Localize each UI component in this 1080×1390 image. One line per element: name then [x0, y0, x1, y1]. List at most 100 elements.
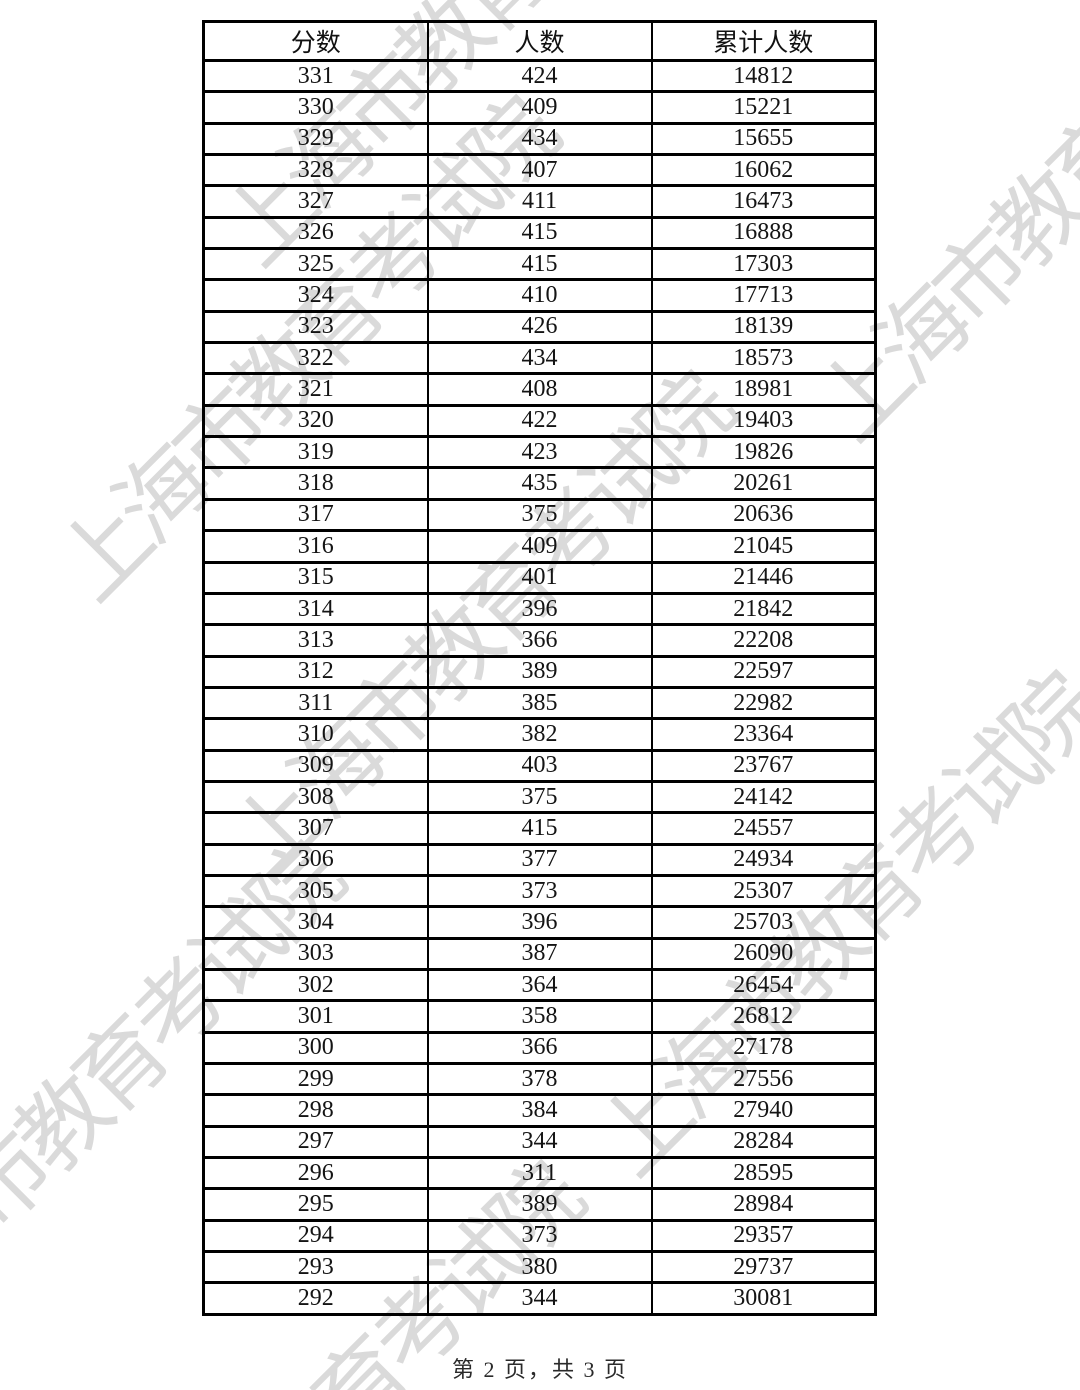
count-cell: 358 — [426, 999, 653, 1034]
cumulative-cell: 26454 — [650, 967, 877, 1003]
cumulative-cell: 17713 — [650, 278, 877, 313]
table-row: 316 409 21045 — [202, 529, 877, 564]
count-cell: 415 — [426, 215, 653, 251]
cumulative-cell: 21045 — [650, 529, 877, 564]
score-cell: 331 — [202, 58, 429, 94]
cumulative-cell: 20261 — [650, 466, 877, 501]
table-row: 307 415 24557 — [202, 811, 877, 846]
table-header: 分数 人数 累计人数 — [202, 20, 877, 62]
count-cell: 415 — [426, 811, 653, 846]
count-cell: 375 — [426, 497, 653, 533]
cumulative-cell: 14812 — [650, 58, 877, 94]
table-row: 330 409 15221 — [202, 90, 877, 125]
count-cell: 434 — [426, 341, 653, 376]
table-row: 294 373 29357 — [202, 1218, 877, 1254]
score-cell: 304 — [202, 905, 429, 940]
score-cell: 301 — [202, 999, 429, 1034]
cumulative-cell: 27178 — [650, 1030, 877, 1066]
count-cell: 387 — [426, 936, 653, 971]
count-cell: 409 — [426, 90, 653, 125]
score-cell: 313 — [202, 623, 429, 658]
table-row: 306 377 24934 — [202, 842, 877, 877]
table-row: 317 375 20636 — [202, 497, 877, 533]
count-cell: 422 — [426, 403, 653, 439]
count-cell: 373 — [426, 1218, 653, 1254]
count-cell: 426 — [426, 309, 653, 345]
table-row: 319 423 19826 — [202, 435, 877, 470]
table-row: 303 387 26090 — [202, 936, 877, 971]
table-row: 321 408 18981 — [202, 372, 877, 407]
cumulative-cell: 24934 — [650, 842, 877, 877]
table-row: 311 385 22982 — [202, 685, 877, 721]
cumulative-cell: 17303 — [650, 247, 877, 282]
table-row: 304 396 25703 — [202, 905, 877, 940]
cumulative-cell: 21446 — [650, 560, 877, 595]
table-row: 314 396 21842 — [202, 591, 877, 627]
cumulative-cell: 22982 — [650, 685, 877, 721]
score-cell: 315 — [202, 560, 429, 595]
cumulative-cell: 15655 — [650, 121, 877, 157]
score-cell: 294 — [202, 1218, 429, 1254]
count-cell: 396 — [426, 591, 653, 627]
table-row: 296 311 28595 — [202, 1156, 877, 1191]
table-row: 301 358 26812 — [202, 999, 877, 1034]
table-row: 328 407 16062 — [202, 153, 877, 188]
score-cell: 306 — [202, 842, 429, 877]
score-cell: 309 — [202, 748, 429, 783]
count-cell: 382 — [426, 717, 653, 752]
cumulative-cell: 24142 — [650, 779, 877, 815]
score-cell: 328 — [202, 153, 429, 188]
count-cell: 396 — [426, 905, 653, 940]
cumulative-cell: 26090 — [650, 936, 877, 971]
count-cell: 366 — [426, 1030, 653, 1066]
score-cell: 292 — [202, 1281, 429, 1316]
table-row: 298 384 27940 — [202, 1093, 877, 1128]
score-cell: 316 — [202, 529, 429, 564]
score-cell: 317 — [202, 497, 429, 533]
cumulative-cell: 28595 — [650, 1156, 877, 1191]
count-cell: 378 — [426, 1061, 653, 1097]
cumulative-cell: 25703 — [650, 905, 877, 940]
count-cell: 377 — [426, 842, 653, 877]
count-cell: 389 — [426, 654, 653, 689]
cumulative-cell: 25307 — [650, 873, 877, 909]
score-cell: 307 — [202, 811, 429, 846]
count-cell: 364 — [426, 967, 653, 1003]
score-cell: 321 — [202, 372, 429, 407]
score-cell: 318 — [202, 466, 429, 501]
table-row: 313 366 22208 — [202, 623, 877, 658]
score-cell: 296 — [202, 1156, 429, 1191]
score-cell: 325 — [202, 247, 429, 282]
cumulative-cell: 19403 — [650, 403, 877, 439]
table-row: 325 415 17303 — [202, 247, 877, 282]
count-cell: 408 — [426, 372, 653, 407]
score-cell: 293 — [202, 1250, 429, 1285]
count-cell: 409 — [426, 529, 653, 564]
header-row: 分数 人数 累计人数 — [202, 20, 877, 62]
score-cell: 298 — [202, 1093, 429, 1128]
cumulative-cell: 20636 — [650, 497, 877, 533]
cumulative-cell: 23364 — [650, 717, 877, 752]
score-cell: 330 — [202, 90, 429, 125]
cumulative-cell: 16888 — [650, 215, 877, 251]
count-cell: 373 — [426, 873, 653, 909]
score-cell: 308 — [202, 779, 429, 815]
score-cell: 323 — [202, 309, 429, 345]
count-cell: 389 — [426, 1187, 653, 1222]
table-row: 327 411 16473 — [202, 184, 877, 219]
count-cell: 385 — [426, 685, 653, 721]
score-cell: 322 — [202, 341, 429, 376]
score-cell: 312 — [202, 654, 429, 689]
count-cell: 424 — [426, 58, 653, 94]
score-cell: 314 — [202, 591, 429, 627]
table-row: 292 344 30081 — [202, 1281, 877, 1316]
cumulative-cell: 18573 — [650, 341, 877, 376]
count-cell: 311 — [426, 1156, 653, 1191]
header-cumulative: 累计人数 — [650, 20, 877, 62]
table-row: 315 401 21446 — [202, 560, 877, 595]
table-row: 324 410 17713 — [202, 278, 877, 313]
cumulative-cell: 28284 — [650, 1124, 877, 1160]
table-row: 309 403 23767 — [202, 748, 877, 783]
table-row: 308 375 24142 — [202, 779, 877, 815]
